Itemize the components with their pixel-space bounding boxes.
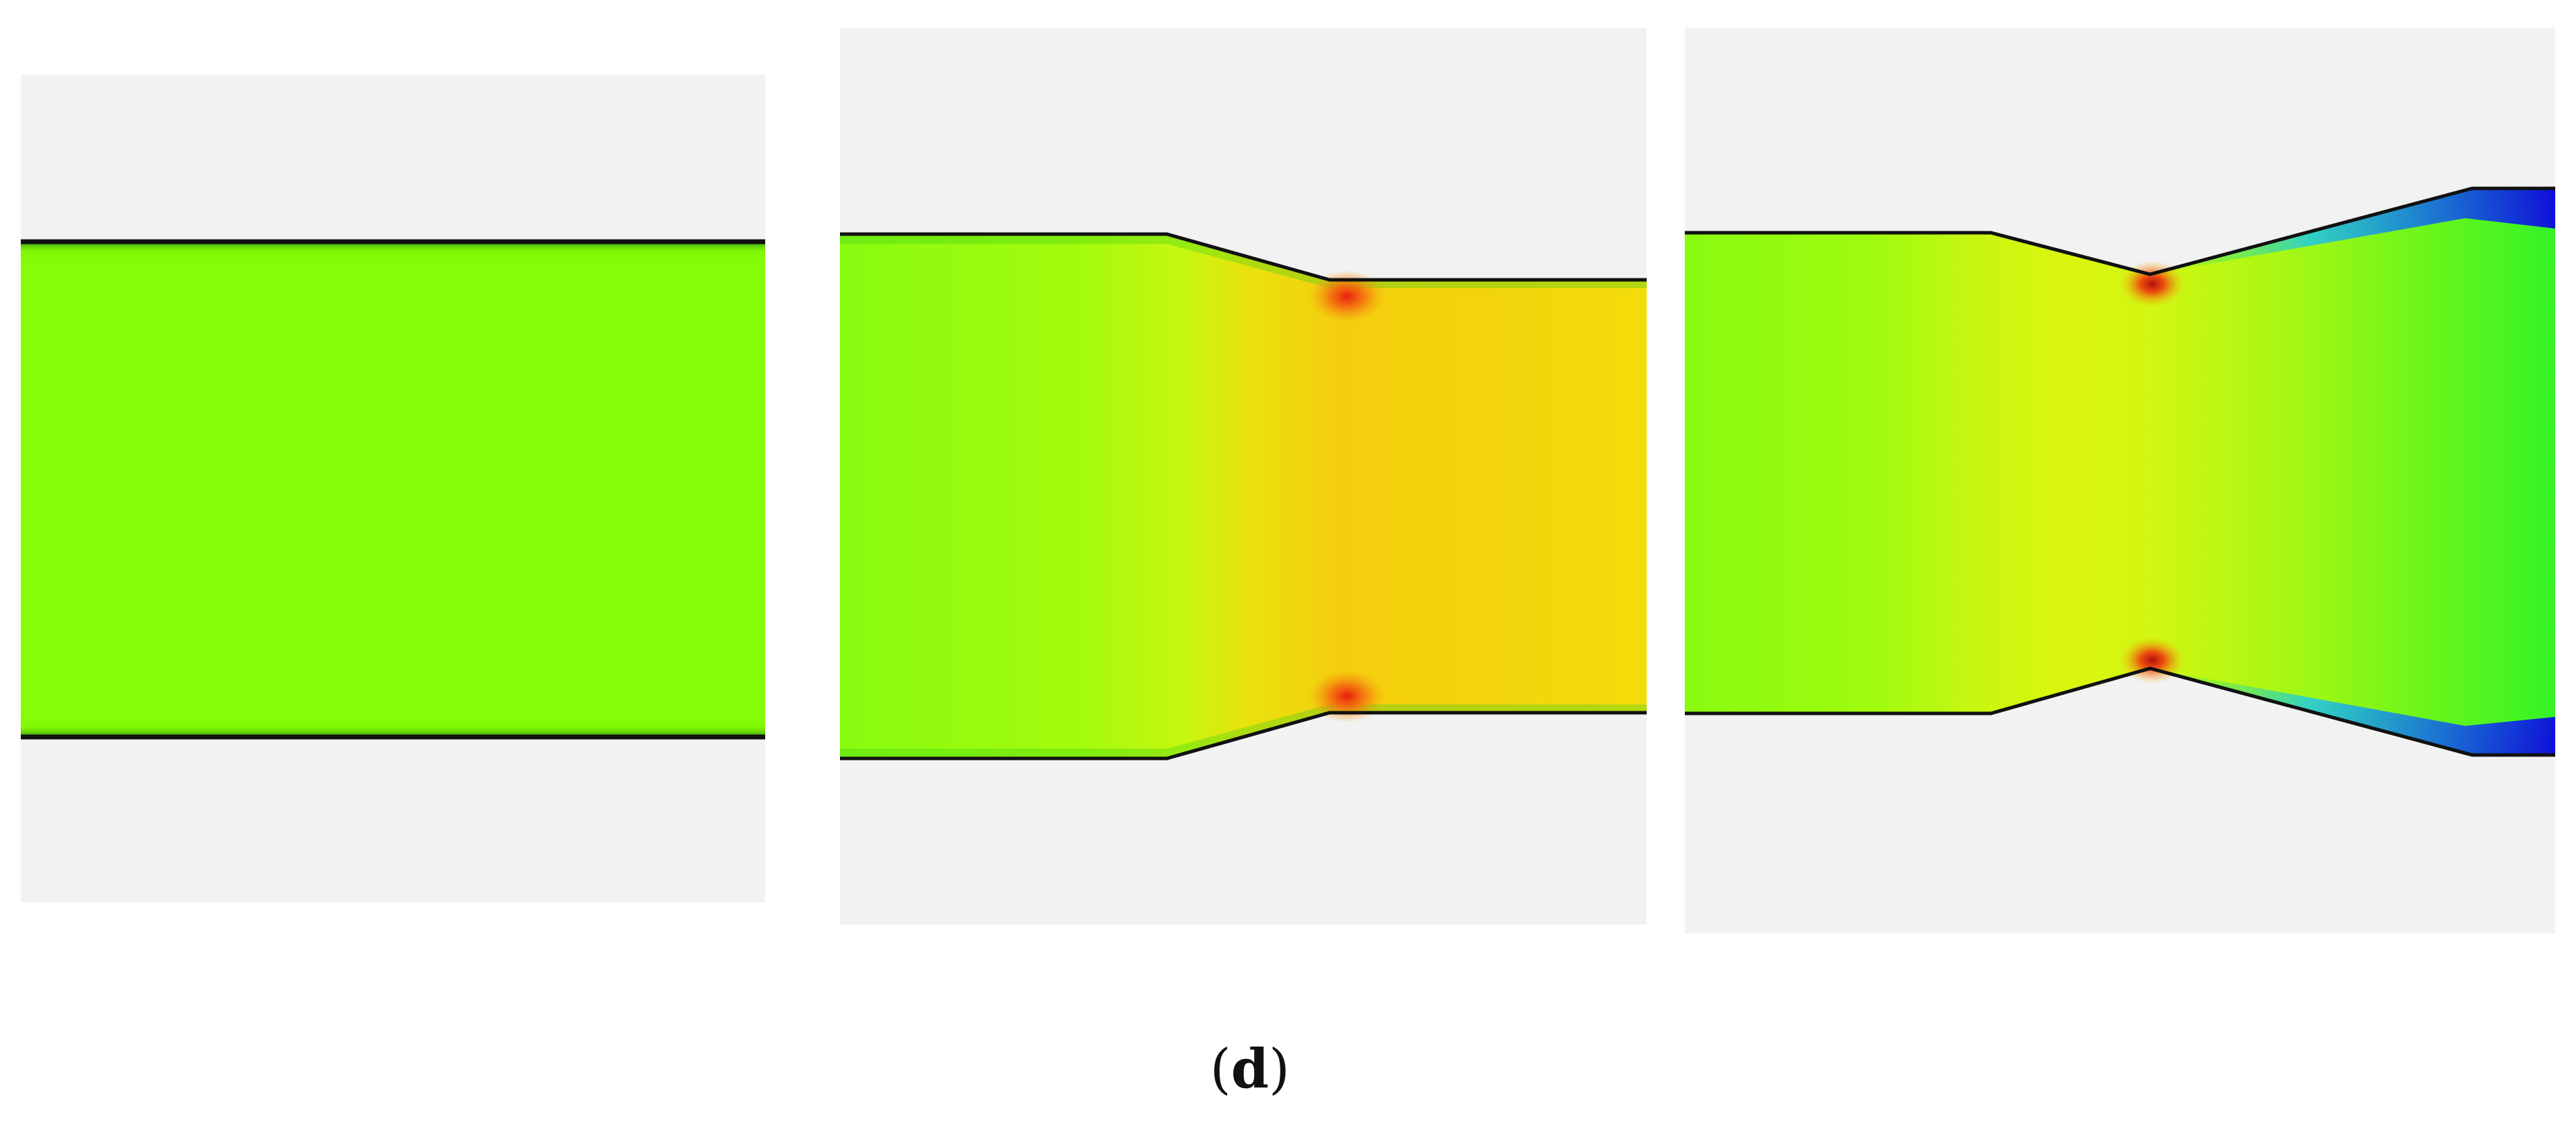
caption-close-paren: ) <box>1269 1038 1290 1101</box>
boundary-layer <box>21 241 765 738</box>
channel-flow <box>1685 188 2555 755</box>
caption-label: d <box>1231 1038 1269 1101</box>
diffuser-separation-top <box>2150 188 2555 274</box>
diffuser-separation-bottom <box>2150 668 2555 755</box>
figure-caption: (d) <box>0 1042 2500 1097</box>
caption-open-paren: ( <box>1210 1038 1231 1101</box>
bottom-wall <box>840 711 1647 761</box>
channel-flow <box>840 234 1647 758</box>
contraction-channel-panel <box>840 28 1647 925</box>
bottom-wall <box>1685 666 2555 757</box>
wall-shading <box>840 704 1647 758</box>
top-wall <box>840 232 1647 282</box>
nozzle-diffuser-channel-panel <box>1685 28 2555 934</box>
straight-channel-panel <box>21 75 765 903</box>
top-wall <box>1685 186 2555 276</box>
wall-shading <box>840 234 1647 288</box>
hot-spot-top <box>1309 270 1385 323</box>
hot-spot-bottom <box>1309 670 1385 722</box>
